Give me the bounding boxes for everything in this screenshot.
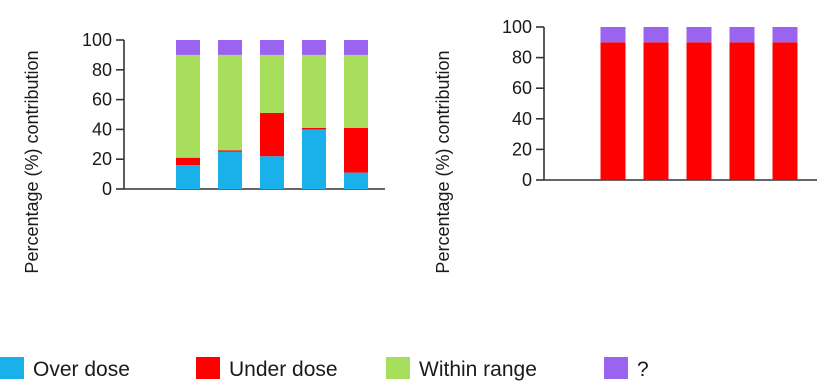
legend-label-over: Over dose xyxy=(33,358,130,381)
bar-segment-under xyxy=(344,127,368,173)
legend: Over dose Under dose Within range? xyxy=(0,357,649,381)
x-tick-label: Preterm formula... xyxy=(165,195,281,311)
bar-segment-within xyxy=(302,54,326,128)
bar-segment-unknown xyxy=(600,27,626,43)
legend-swatch-unknown xyxy=(604,357,628,379)
bar-segment-under xyxy=(686,42,712,180)
x-tick-label: Preterm formula... xyxy=(635,185,751,301)
x-tick-label: EBM and fortifier xyxy=(130,195,239,304)
y-tick-label: 100 xyxy=(82,30,112,50)
x-tick-label: 1.1 kg baby xyxy=(499,185,579,265)
bar-segment-under xyxy=(772,42,798,180)
bar-segment-unknown xyxy=(643,27,669,43)
bar-segment-unknown xyxy=(772,27,798,43)
bar-segment-unknown xyxy=(260,40,284,55)
bar-segment-within xyxy=(176,54,200,158)
x-tick-label: 2.5 xyxy=(375,195,407,227)
bar-segment-unknown xyxy=(218,40,242,55)
bar-segment-under xyxy=(260,113,284,157)
chart-right: Percentage (%) contribution 0 20 40 60 80 100 1… xyxy=(433,17,817,301)
bar-segment-within xyxy=(218,54,242,151)
legend-swatch-under xyxy=(196,357,220,379)
x-tick-label: EBM xyxy=(155,195,197,237)
bar-segment-under xyxy=(176,157,200,166)
bar-segment-over xyxy=(260,156,284,189)
legend-swatch-over xyxy=(0,357,24,379)
x-tick-label: Term formula xyxy=(705,184,794,273)
legend-label-within: Within range xyxy=(419,358,537,381)
bar-segment-unknown xyxy=(302,40,326,55)
bar-segment-under xyxy=(218,150,242,152)
legend-label-under: Under dose xyxy=(229,358,338,381)
x-tick-label: Preterm formula... xyxy=(207,195,323,311)
bar-segment-under xyxy=(729,42,755,180)
y-tick-label: 60 xyxy=(92,90,112,110)
chart-left: Percentage (%) contribution 0 20 40 60 80 100 1… xyxy=(22,30,407,311)
bar-segment-unknown xyxy=(176,40,200,55)
bar-segment-unknown xyxy=(686,27,712,43)
y-tick-label: 60 xyxy=(512,78,532,98)
y-tick-label: 40 xyxy=(512,109,532,129)
x-tick-label: EBM and fortifier xyxy=(556,185,665,294)
x-tick-label: 1.1 kg baby xyxy=(75,195,155,275)
x-tick-label: Preterm formula... xyxy=(592,185,708,301)
bar-segment-unknown xyxy=(344,40,368,55)
y-tick-label: 100 xyxy=(502,17,532,37)
y-tick-label: 20 xyxy=(512,139,532,159)
legend-swatch-within xyxy=(386,357,410,379)
y-tick-label: 0 xyxy=(102,179,112,199)
bar-segment-within xyxy=(260,54,284,114)
y-tick-label: 80 xyxy=(512,48,532,68)
bar-segment-within xyxy=(344,54,368,128)
bar-segment-over xyxy=(176,165,200,189)
bar-segment-over xyxy=(218,151,242,189)
bar-segment-unknown xyxy=(729,27,755,43)
x-tick-label: 2.5 xyxy=(805,185,817,217)
legend-label-unknown: ? xyxy=(637,358,649,381)
y-tick-label: 80 xyxy=(92,60,112,80)
y-axis-label: Percentage (%) contribution xyxy=(22,50,42,273)
bar-segment-over xyxy=(344,172,368,189)
x-tick-label: EBM xyxy=(580,185,622,227)
bar-segment-under xyxy=(302,127,326,130)
bar-segment-under xyxy=(643,42,669,180)
x-tick-label: Term formu xyxy=(286,195,364,273)
y-tick-label: 0 xyxy=(522,170,532,190)
y-tick-label: 20 xyxy=(92,149,112,169)
y-tick-label: 40 xyxy=(92,119,112,139)
bar-segment-under xyxy=(600,42,626,180)
y-axis-label: Percentage (%) contribution xyxy=(433,50,453,273)
bar-segment-over xyxy=(302,129,326,189)
